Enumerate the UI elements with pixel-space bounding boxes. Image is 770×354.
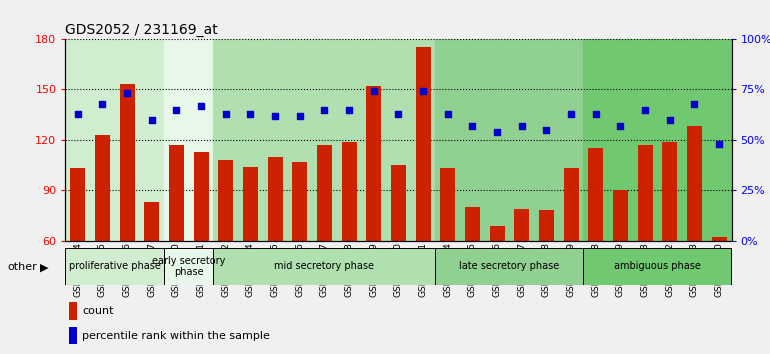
Point bbox=[442, 111, 454, 116]
Point bbox=[491, 129, 504, 135]
Bar bbox=[70, 169, 85, 342]
Bar bbox=[440, 169, 455, 342]
Point bbox=[639, 107, 651, 113]
Bar bbox=[213, 248, 436, 285]
Text: early secretory
phase: early secretory phase bbox=[152, 256, 226, 277]
Bar bbox=[119, 84, 135, 342]
Point bbox=[688, 101, 701, 106]
Bar bbox=[588, 148, 603, 342]
Bar bbox=[539, 210, 554, 342]
Point bbox=[367, 88, 380, 94]
Text: count: count bbox=[82, 306, 114, 316]
Bar bbox=[638, 145, 652, 342]
Point bbox=[392, 111, 405, 116]
Bar bbox=[436, 39, 584, 241]
Bar bbox=[95, 135, 110, 342]
Bar bbox=[584, 39, 731, 241]
Text: other: other bbox=[8, 262, 38, 272]
Point bbox=[72, 111, 84, 116]
Bar bbox=[268, 157, 283, 342]
Text: percentile rank within the sample: percentile rank within the sample bbox=[82, 331, 270, 341]
Bar bbox=[69, 327, 78, 344]
Point bbox=[244, 111, 256, 116]
Point bbox=[516, 123, 528, 129]
Point bbox=[343, 107, 355, 113]
Point bbox=[170, 107, 182, 113]
Text: proliferative phase: proliferative phase bbox=[69, 261, 161, 272]
Bar bbox=[436, 248, 584, 285]
Point bbox=[417, 88, 430, 94]
Text: GDS2052 / 231169_at: GDS2052 / 231169_at bbox=[65, 23, 218, 36]
Point bbox=[96, 101, 109, 106]
Point bbox=[541, 127, 553, 133]
Bar bbox=[613, 190, 628, 342]
Bar bbox=[711, 237, 727, 342]
Point bbox=[664, 117, 676, 122]
Bar bbox=[514, 209, 529, 342]
Bar bbox=[164, 248, 213, 285]
Bar bbox=[164, 39, 213, 241]
Bar bbox=[65, 39, 164, 241]
Bar bbox=[219, 160, 233, 342]
Point bbox=[318, 107, 330, 113]
Bar bbox=[342, 142, 357, 342]
Point bbox=[590, 111, 602, 116]
Point bbox=[467, 123, 479, 129]
Bar bbox=[243, 167, 258, 342]
Bar bbox=[662, 142, 678, 342]
Bar bbox=[367, 86, 381, 342]
Bar bbox=[65, 248, 164, 285]
Bar bbox=[687, 126, 702, 342]
Bar bbox=[169, 145, 184, 342]
Bar bbox=[416, 47, 430, 342]
Bar bbox=[317, 145, 332, 342]
Text: late secretory phase: late secretory phase bbox=[460, 261, 560, 272]
Bar bbox=[145, 202, 159, 342]
Point bbox=[293, 113, 306, 119]
Bar bbox=[465, 207, 480, 342]
Point bbox=[219, 111, 232, 116]
Point bbox=[614, 123, 627, 129]
Bar bbox=[564, 169, 578, 342]
Point bbox=[565, 111, 578, 116]
Point bbox=[713, 141, 725, 147]
Bar bbox=[293, 162, 307, 342]
Point bbox=[269, 113, 281, 119]
Text: mid secretory phase: mid secretory phase bbox=[274, 261, 374, 272]
Bar bbox=[213, 39, 436, 241]
Text: ▶: ▶ bbox=[40, 262, 49, 272]
Bar bbox=[391, 165, 406, 342]
Text: ambiguous phase: ambiguous phase bbox=[614, 261, 701, 272]
Point bbox=[195, 103, 207, 108]
Point bbox=[146, 117, 158, 122]
Bar bbox=[490, 225, 504, 342]
Bar bbox=[194, 152, 209, 342]
Bar bbox=[584, 248, 731, 285]
Bar bbox=[69, 302, 78, 320]
Point bbox=[121, 91, 133, 96]
